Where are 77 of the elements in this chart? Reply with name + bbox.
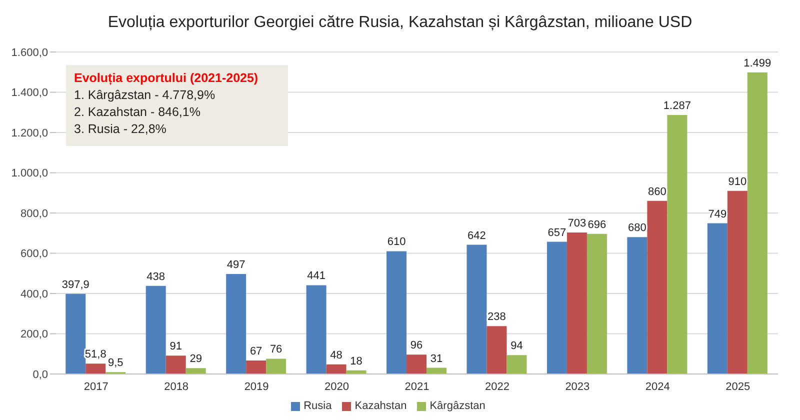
- annotation: Evoluția exportului (2021-2025): [74, 70, 258, 87]
- x-tick-label: 2019: [244, 380, 269, 393]
- data-label: 642: [468, 230, 486, 242]
- annotation: 3. Rusia - 22,8%: [74, 121, 168, 138]
- bar: [386, 251, 407, 374]
- bar: [627, 237, 648, 374]
- bar: [186, 368, 206, 374]
- bar: [406, 354, 427, 374]
- y-tick-label: 1.600,0: [11, 46, 48, 59]
- data-label: 397,9: [62, 278, 90, 291]
- data-label: 438: [146, 270, 166, 283]
- data-label: 91: [170, 340, 182, 353]
- y-tick-label: 600,0: [20, 248, 48, 260]
- y-tick-label: 1.400,0: [11, 87, 48, 100]
- y-tick-label: 0,0: [32, 368, 48, 381]
- data-label: 680: [628, 222, 646, 234]
- bar: [566, 232, 587, 374]
- x-tick-label: 2020: [324, 380, 350, 393]
- x-tick-label: 2023: [565, 380, 590, 393]
- data-label: 860: [648, 186, 666, 198]
- data-label: 696: [588, 218, 606, 231]
- data-label: 29: [190, 353, 202, 366]
- x-tick-label: 2024: [645, 380, 670, 393]
- data-label: 749: [708, 208, 727, 220]
- x-tick-label: 2017: [84, 380, 108, 393]
- bar: [707, 223, 728, 374]
- data-label: 703: [568, 218, 586, 230]
- data-label: 18: [350, 355, 362, 368]
- data-label: 51,8: [84, 348, 106, 361]
- bar: [586, 234, 607, 374]
- data-label: 31: [430, 352, 443, 365]
- data-label: 1.287: [663, 100, 691, 112]
- bar: [727, 190, 748, 374]
- bar: [226, 274, 246, 374]
- data-label: 9,5: [108, 357, 124, 370]
- legend-label: Kazahstan: [354, 400, 407, 412]
- x-tick-label: 2018: [164, 380, 189, 393]
- annotation: 1. Kârgâzstan - 4.778,9%: [74, 87, 216, 104]
- bar: [86, 364, 106, 374]
- bar: [747, 72, 768, 374]
- bar: [647, 200, 668, 374]
- y-tick-label: 200,0: [20, 328, 48, 341]
- data-label: 441: [307, 270, 326, 282]
- bar: [146, 286, 166, 374]
- y-tick-label: 1.200,0: [11, 127, 48, 140]
- data-label: 76: [270, 344, 282, 356]
- bar: [667, 114, 688, 374]
- data-label: 67: [250, 346, 262, 358]
- data-label: 657: [548, 226, 566, 239]
- data-label: 96: [410, 340, 423, 352]
- legend-label: Kârgâzstan: [430, 400, 486, 412]
- data-label: 910: [728, 176, 747, 188]
- data-label: 610: [387, 236, 406, 248]
- bar: [546, 242, 567, 374]
- data-label: 497: [226, 258, 246, 271]
- data-label: 1.499: [744, 57, 772, 70]
- bar: [326, 364, 346, 374]
- x-tick-label: 2025: [726, 380, 750, 393]
- bar: [246, 360, 266, 374]
- y-tick-label: 1.000,0: [11, 168, 48, 180]
- x-tick-label: 2022: [484, 380, 510, 393]
- bar: [486, 326, 507, 374]
- bar: [266, 358, 286, 374]
- chart-title: Evoluția exporturilor Georgiei către Rusia, Kazahstan și Kârgâzstan, milioane USD: [106, 14, 694, 32]
- data-label: 238: [488, 311, 506, 324]
- legend-label: Rusia: [304, 400, 332, 412]
- annotation: 2. Kazahstan - 846,1%: [74, 104, 202, 121]
- y-tick-label: 800,0: [20, 208, 48, 220]
- bar: [66, 294, 86, 374]
- bar: [306, 285, 326, 374]
- x-tick-label: 2021: [404, 380, 430, 393]
- data-label: 94: [510, 340, 523, 352]
- bar: [466, 244, 487, 374]
- bar: [166, 356, 186, 374]
- y-tick-label: 400,0: [20, 288, 48, 300]
- data-label: 48: [330, 349, 342, 362]
- bar: [506, 355, 527, 374]
